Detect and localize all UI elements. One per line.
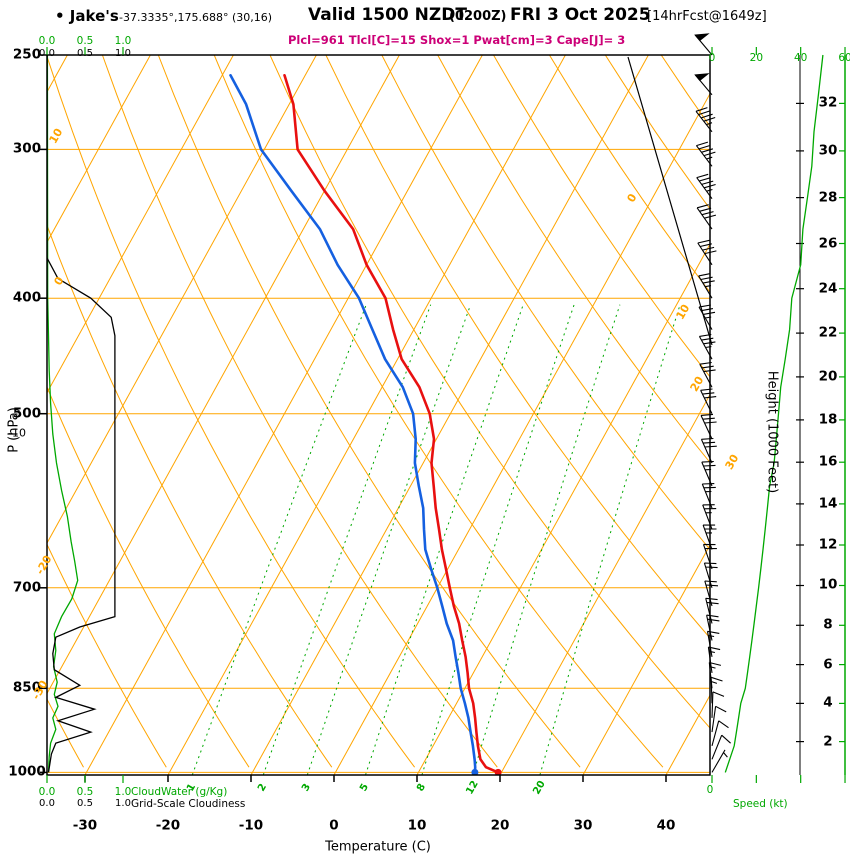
temp-tick-label: 0 — [329, 817, 339, 834]
forecast-hour: [14hrFcst@1649z] — [647, 9, 767, 24]
height-tick-label: 32 — [818, 94, 838, 111]
valid-time-utc: (0200Z) — [449, 9, 507, 24]
cloud-scale-bottom-green: 1.0 — [114, 785, 132, 798]
plot-border — [46, 54, 711, 776]
height-tick-label: 8 — [823, 616, 833, 633]
valid-time: Valid 1500 NZDT — [308, 5, 467, 25]
boundary-line — [627, 56, 713, 346]
stability-indices: Plcl=961 Tlcl[C]=15 Shox=1 Pwat[cm]=3 Ca… — [288, 33, 626, 47]
pressure-tick-label: 500 — [12, 404, 42, 421]
temperature-trace — [283, 74, 500, 774]
plot-area — [47, 55, 710, 775]
height-tick-label: 10 — [818, 576, 838, 593]
cloudwater-label: CloudWater (g/Kg) — [131, 786, 228, 798]
speed-tick-label: 0 — [708, 51, 716, 64]
cloudiness-profile — [47, 257, 116, 773]
height-tick-label: 30 — [818, 142, 838, 159]
cloud-scale-bottom-green: 0.0 — [38, 785, 56, 798]
cloud-scale-top-black: 0.0 — [39, 48, 55, 59]
pressure-tick-label: 850 — [12, 679, 42, 696]
surface-temperature-dot — [494, 768, 502, 775]
station-coordinates: -37.3335°,175.688° (30,16) — [119, 11, 273, 24]
cloud-scale-bottom-black: 1.0 — [115, 798, 131, 809]
pressure-tick-label: 300 — [12, 140, 42, 157]
temp-tick-label: 30 — [573, 817, 593, 834]
height-tick-label: 2 — [823, 732, 833, 749]
cloud-scale-top-black: 1.0 — [115, 48, 131, 59]
speed-axis-label: Speed (kt) — [733, 798, 788, 810]
speed-tick-label: 40 — [793, 51, 808, 64]
temp-tick-label: -30 — [72, 817, 98, 834]
height-tick-label: 28 — [818, 188, 838, 205]
temp-tick-label: -20 — [155, 817, 181, 834]
cloudiness-label: Grid-Scale Cloudiness — [131, 798, 246, 810]
temp-tick-label: 20 — [490, 817, 510, 834]
station-title: • Jake's — [55, 7, 119, 25]
speed-tick-label-bottom: 0 — [706, 783, 714, 796]
temperature-axis-label: Temperature (C) — [325, 839, 431, 855]
temp-tick-label: 10 — [407, 817, 427, 834]
height-tick-label: 4 — [823, 694, 833, 711]
surface-dewpoint-dot — [471, 768, 479, 775]
height-tick-label: 12 — [818, 536, 838, 553]
speed-tick-label: 20 — [749, 51, 764, 64]
cloud-scale-top-green: 0.0 — [38, 34, 56, 47]
cloudwater-profile — [47, 55, 79, 773]
height-tick-label: 22 — [818, 324, 838, 341]
pressure-tick-label: 400 — [12, 289, 42, 306]
pressure-tick-label: 700 — [12, 579, 42, 596]
temp-tick-label: -10 — [238, 817, 264, 834]
height-tick-label: 14 — [818, 495, 838, 512]
valid-date: FRI 3 Oct 2025 — [510, 5, 651, 25]
dewpoint-trace — [229, 74, 477, 774]
height-axis-label: Height (1000 Feet) — [764, 370, 780, 494]
height-tick-label: 26 — [818, 234, 838, 251]
height-tick-label: 24 — [818, 279, 838, 296]
speed-tick-label: 60 — [838, 51, 850, 64]
pressure-tick-label: 1000 — [8, 763, 46, 780]
height-tick-label: 16 — [818, 453, 838, 470]
cloud-scale-bottom-black: 0.0 — [39, 798, 55, 809]
moist-adiabat-label: -10 — [8, 426, 26, 440]
height-tick-label: 18 — [818, 411, 838, 428]
cloud-scale-bottom-green: 0.5 — [76, 785, 94, 798]
cloud-scale-top-green: 1.0 — [114, 34, 132, 47]
temp-tick-label: 40 — [656, 817, 676, 834]
cloud-scale-top-black: 0.5 — [77, 48, 93, 59]
cloud-scale-bottom-black: 0.5 — [77, 798, 93, 809]
height-tick-label: 6 — [823, 655, 833, 672]
cloud-scale-top-green: 0.5 — [76, 34, 94, 47]
wind-barbs — [694, 33, 731, 773]
height-tick-label: 20 — [818, 368, 838, 385]
wind-speed-profile — [724, 54, 824, 773]
pressure-tick-label: 250 — [12, 46, 42, 63]
